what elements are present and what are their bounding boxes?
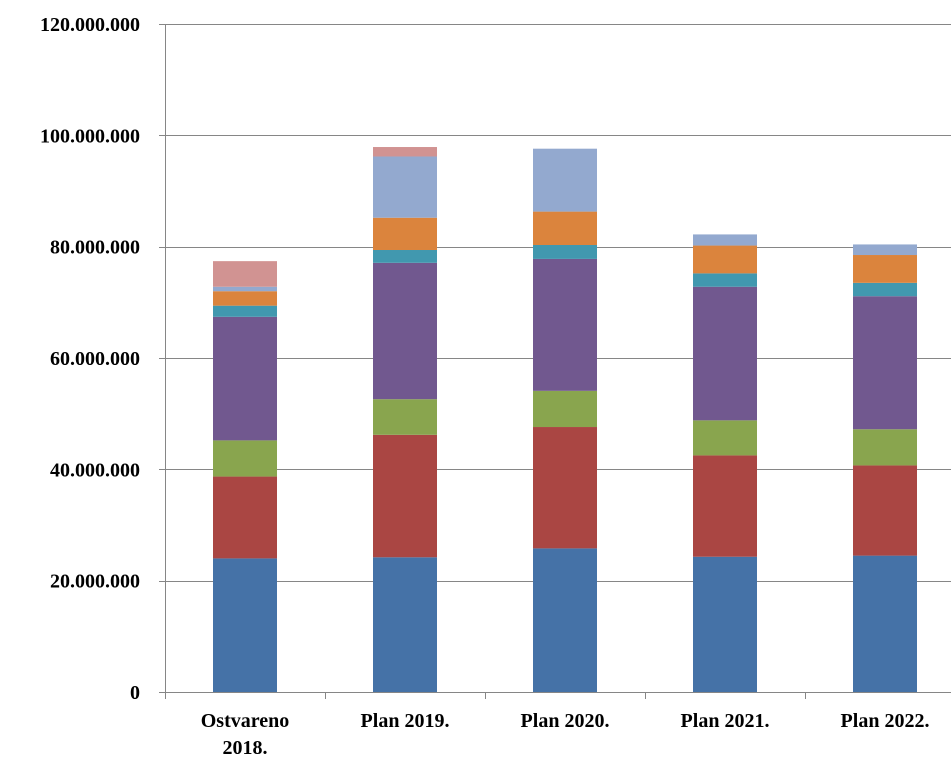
bar-segment [213,286,277,292]
bar-segment [213,476,277,559]
bar-segment [533,390,597,428]
bar-segment [693,556,757,692]
bar-segment [213,305,277,317]
bar-segment [693,420,757,456]
bar-segment [213,558,277,692]
bar-segment [533,211,597,245]
bar-segment [533,548,597,692]
bar-segment [853,282,917,297]
y-tick-label: 80.000.000 [50,237,140,259]
x-tick-label: Plan 2019. [361,710,450,732]
bar-segment [373,217,437,251]
axes [159,24,951,699]
x-axis-tick-labels: Ostvareno 2018. Plan 2019. Plan 2020. Plan 2… [201,710,930,759]
bar-segment [533,258,597,391]
bar-segment [213,440,277,477]
x-tick-label: Plan 2022. [841,710,930,732]
y-tick-label: 60.000.000 [50,348,140,370]
bar-segment [373,250,437,263]
bar-segment [213,261,277,287]
bar-segment [853,429,917,466]
bar-segment [693,455,757,557]
x-tick-label: Ostvareno [201,710,290,732]
y-tick-label: 40.000.000 [50,459,140,481]
bar-segment [533,244,597,259]
bar-segment [373,156,437,218]
bar-segment [853,255,917,283]
y-tick-label: 0 [130,682,140,704]
bar-segment [373,557,437,692]
bar-segment [693,273,757,287]
y-tick-label: 100.000.000 [40,125,140,147]
y-tick-label: 20.000.000 [50,571,140,593]
y-tick-label: 120.000.000 [40,14,140,36]
x-tick-label: Plan 2021. [681,710,770,732]
x-tick-label: 2018. [223,737,268,759]
bar-segment [373,262,437,400]
bar-segment [373,434,437,558]
bar-segment [213,316,277,441]
bar-segment [853,465,917,556]
bar-segment [533,148,597,212]
x-tick-label: Plan 2020. [521,710,610,732]
bar-segment [853,244,917,256]
bar-stacks [213,147,917,692]
bar-segment [533,427,597,549]
bar-segment [213,291,277,306]
bar-segment [373,399,437,435]
bar-segment [853,296,917,430]
bar-segment [853,555,917,692]
bar-segment [373,147,437,157]
bar-segment [693,234,757,246]
bar-segment [693,286,757,421]
y-axis-tick-labels: 0 20.000.000 40.000.000 60.000.000 80.000.00… [40,14,140,704]
bar-segment [693,245,757,274]
